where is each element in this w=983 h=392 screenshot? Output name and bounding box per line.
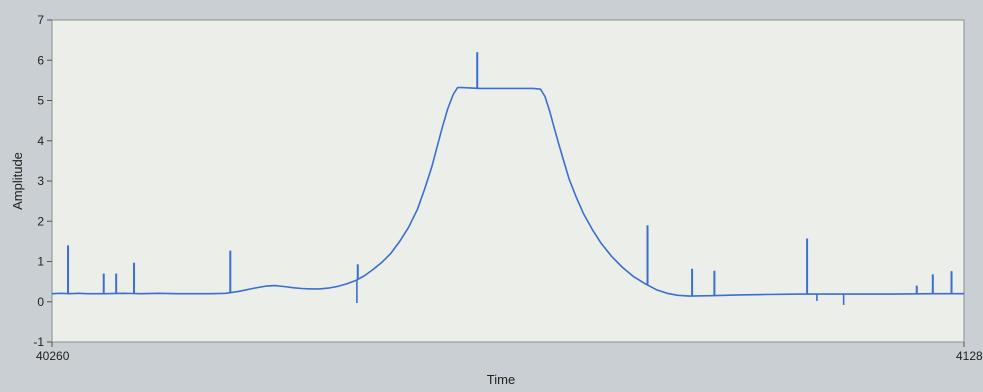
y-tick-label: 2	[37, 214, 44, 228]
series-layer	[51, 52, 964, 305]
y-axis-label: Amplitude	[10, 152, 25, 210]
y-tick-label: 7	[37, 13, 44, 27]
y-tick-label: 1	[37, 255, 44, 269]
y-tick-label: 4	[37, 134, 44, 148]
x-axis: 40260 41283	[36, 342, 983, 363]
y-tick-label: 3	[37, 174, 44, 188]
y-tick-label: -1	[33, 335, 44, 349]
y-tick-label: 0	[37, 295, 44, 309]
x-tick-label: 41283	[956, 349, 983, 363]
y-axis: -1 0 1 2 3 4 5 6 7	[33, 13, 52, 349]
y-tick-label: 6	[37, 53, 44, 67]
x-axis-label: Time	[487, 372, 515, 387]
plot-area	[51, 19, 965, 343]
y-tick-label: 5	[37, 94, 44, 108]
x-tick-label: 40260	[36, 349, 70, 363]
